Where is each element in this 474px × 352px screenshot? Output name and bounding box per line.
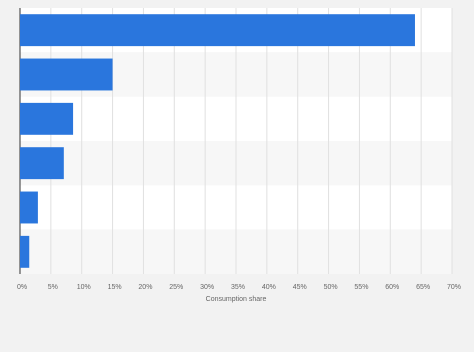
bar <box>20 102 74 135</box>
bar <box>20 191 38 224</box>
bar <box>20 147 64 180</box>
x-tick-label: 20% <box>138 284 152 291</box>
x-tick-label: 5% <box>48 284 58 291</box>
x-tick-label: 10% <box>77 284 91 291</box>
bar <box>20 14 415 47</box>
x-tick-label: 25% <box>169 284 183 291</box>
x-axis-label: Consumption share <box>206 296 267 303</box>
x-tick-label: 45% <box>293 284 307 291</box>
x-tick-label: 30% <box>200 284 214 291</box>
bar <box>20 58 113 91</box>
bar <box>20 235 30 268</box>
x-tick-label: 70% <box>447 284 461 291</box>
x-tick-label: 60% <box>385 284 399 291</box>
x-tick-label: 55% <box>354 284 368 291</box>
x-tick-label: 50% <box>324 284 338 291</box>
x-tick-label: 65% <box>416 284 430 291</box>
x-tick-label: 40% <box>262 284 276 291</box>
x-tick-label: 15% <box>108 284 122 291</box>
x-tick-label: 35% <box>231 284 245 291</box>
x-tick-label: 0% <box>17 284 27 291</box>
